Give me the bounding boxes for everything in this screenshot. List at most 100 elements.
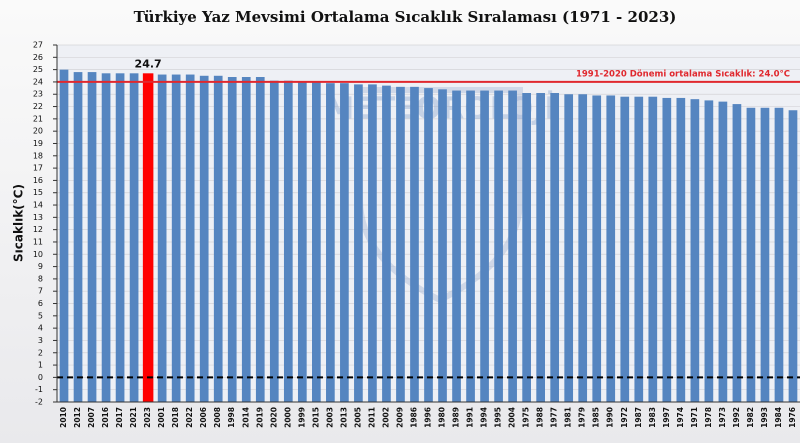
x-tick-label: 2001 — [157, 407, 166, 428]
x-tick-label: 1993 — [760, 407, 769, 428]
x-tick-label: 1999 — [297, 407, 306, 428]
bar — [438, 89, 447, 403]
y-tick-label: 6 — [38, 299, 43, 308]
x-tick-label: 1992 — [732, 407, 741, 428]
x-tick-label: 2007 — [87, 407, 96, 428]
y-tick-label: 9 — [38, 262, 43, 271]
x-tick-label: 2017 — [115, 407, 124, 428]
bar — [788, 110, 798, 403]
x-tick-label: 1982 — [746, 407, 755, 428]
y-tick-label: 19 — [33, 139, 43, 148]
x-tick-label: 2010 — [59, 407, 68, 428]
bar — [774, 107, 784, 402]
x-tick-label: 1984 — [774, 407, 783, 428]
y-tick-label: 22 — [33, 102, 43, 111]
x-tick-label: 2020 — [269, 407, 278, 428]
x-tick-label: 2004 — [508, 407, 517, 428]
x-tick-label: 1989 — [452, 407, 461, 428]
reference-label: 1991-2020 Dönemi ortalama Sıcaklık: 24.0… — [576, 69, 790, 79]
y-tick-label: 20 — [33, 127, 43, 136]
bar — [115, 73, 125, 403]
bar — [396, 86, 405, 403]
y-tick-label: 25 — [33, 65, 43, 74]
x-tick-label: 2008 — [213, 407, 222, 428]
x-tick-label: 1981 — [564, 407, 573, 428]
y-axis-label: Sıcaklık(°C) — [12, 184, 26, 262]
bar — [746, 107, 756, 402]
bar — [578, 94, 588, 402]
y-tick-label: 1 — [38, 361, 43, 370]
bar — [129, 73, 139, 403]
x-tick-label: 1988 — [536, 407, 545, 428]
x-tick-label: 2009 — [395, 407, 404, 428]
bar — [171, 74, 181, 402]
bar — [424, 88, 433, 402]
bar — [522, 93, 531, 402]
x-tick-label: 2002 — [381, 407, 390, 428]
x-tick-label: 1987 — [634, 407, 643, 428]
bar — [297, 81, 307, 403]
x-tick-label: 1971 — [690, 407, 699, 428]
y-tick-label: 26 — [33, 53, 43, 62]
x-tick-label: 1997 — [662, 407, 671, 428]
bar — [466, 90, 475, 402]
y-tick-label: 5 — [38, 311, 43, 320]
y-tick-label: 27 — [33, 41, 43, 50]
y-tick-label: -1 — [35, 385, 43, 394]
bar — [241, 77, 251, 402]
bar — [59, 69, 69, 402]
bar — [732, 104, 742, 402]
x-tick-label: 1975 — [522, 407, 531, 428]
x-tick-label: 1991 — [466, 407, 475, 428]
y-tick-label: 21 — [33, 114, 43, 123]
bar — [185, 74, 195, 402]
y-tick-label: 16 — [33, 176, 43, 185]
bar — [368, 84, 377, 403]
y-tick-label: 12 — [33, 225, 43, 234]
x-tick-label: 1983 — [648, 407, 657, 428]
y-tick-label: 11 — [33, 237, 43, 246]
y-tick-label: 3 — [38, 336, 43, 345]
bar — [494, 90, 503, 402]
x-tick-label: 1995 — [494, 407, 503, 428]
bar — [718, 101, 728, 402]
x-tick-label: 2005 — [353, 407, 362, 428]
x-tick-label: 2022 — [185, 407, 194, 428]
y-tick-label: 23 — [33, 90, 43, 99]
bar — [480, 90, 489, 402]
x-tick-label: 2000 — [283, 407, 292, 428]
x-tick-label: 1979 — [578, 407, 587, 428]
bar — [101, 73, 111, 403]
x-tick-label: 1973 — [718, 407, 727, 428]
bar — [157, 74, 167, 402]
x-tick-label: 2021 — [129, 407, 138, 428]
x-tick-label: 2015 — [311, 407, 320, 428]
bar — [340, 83, 349, 402]
x-tick-label: 1985 — [592, 407, 601, 428]
x-tick-label: 2011 — [367, 407, 376, 428]
x-tick-label: 2014 — [241, 407, 250, 428]
y-tick-label: 14 — [33, 201, 43, 210]
bar — [73, 72, 83, 402]
bar — [606, 95, 616, 402]
bar — [508, 90, 517, 402]
x-tick-label: 1980 — [438, 407, 447, 428]
x-tick-label: 2012 — [73, 407, 82, 428]
y-tick-label: 24 — [33, 77, 43, 86]
bar — [536, 93, 545, 402]
x-tick-label: 2003 — [325, 407, 334, 428]
y-tick-label: -2 — [35, 398, 43, 407]
bar — [662, 97, 672, 403]
bar — [283, 80, 293, 402]
x-tick-label: 1998 — [227, 407, 236, 428]
y-tick-label: 18 — [33, 151, 43, 160]
x-tick-label: 2013 — [339, 407, 348, 428]
y-tick-label: 4 — [38, 324, 43, 333]
bar — [592, 95, 602, 402]
bar — [620, 96, 630, 403]
bar — [382, 85, 391, 402]
bar — [550, 93, 560, 402]
x-tick-label: 1972 — [620, 407, 629, 428]
x-tick-label: 1977 — [550, 407, 559, 428]
